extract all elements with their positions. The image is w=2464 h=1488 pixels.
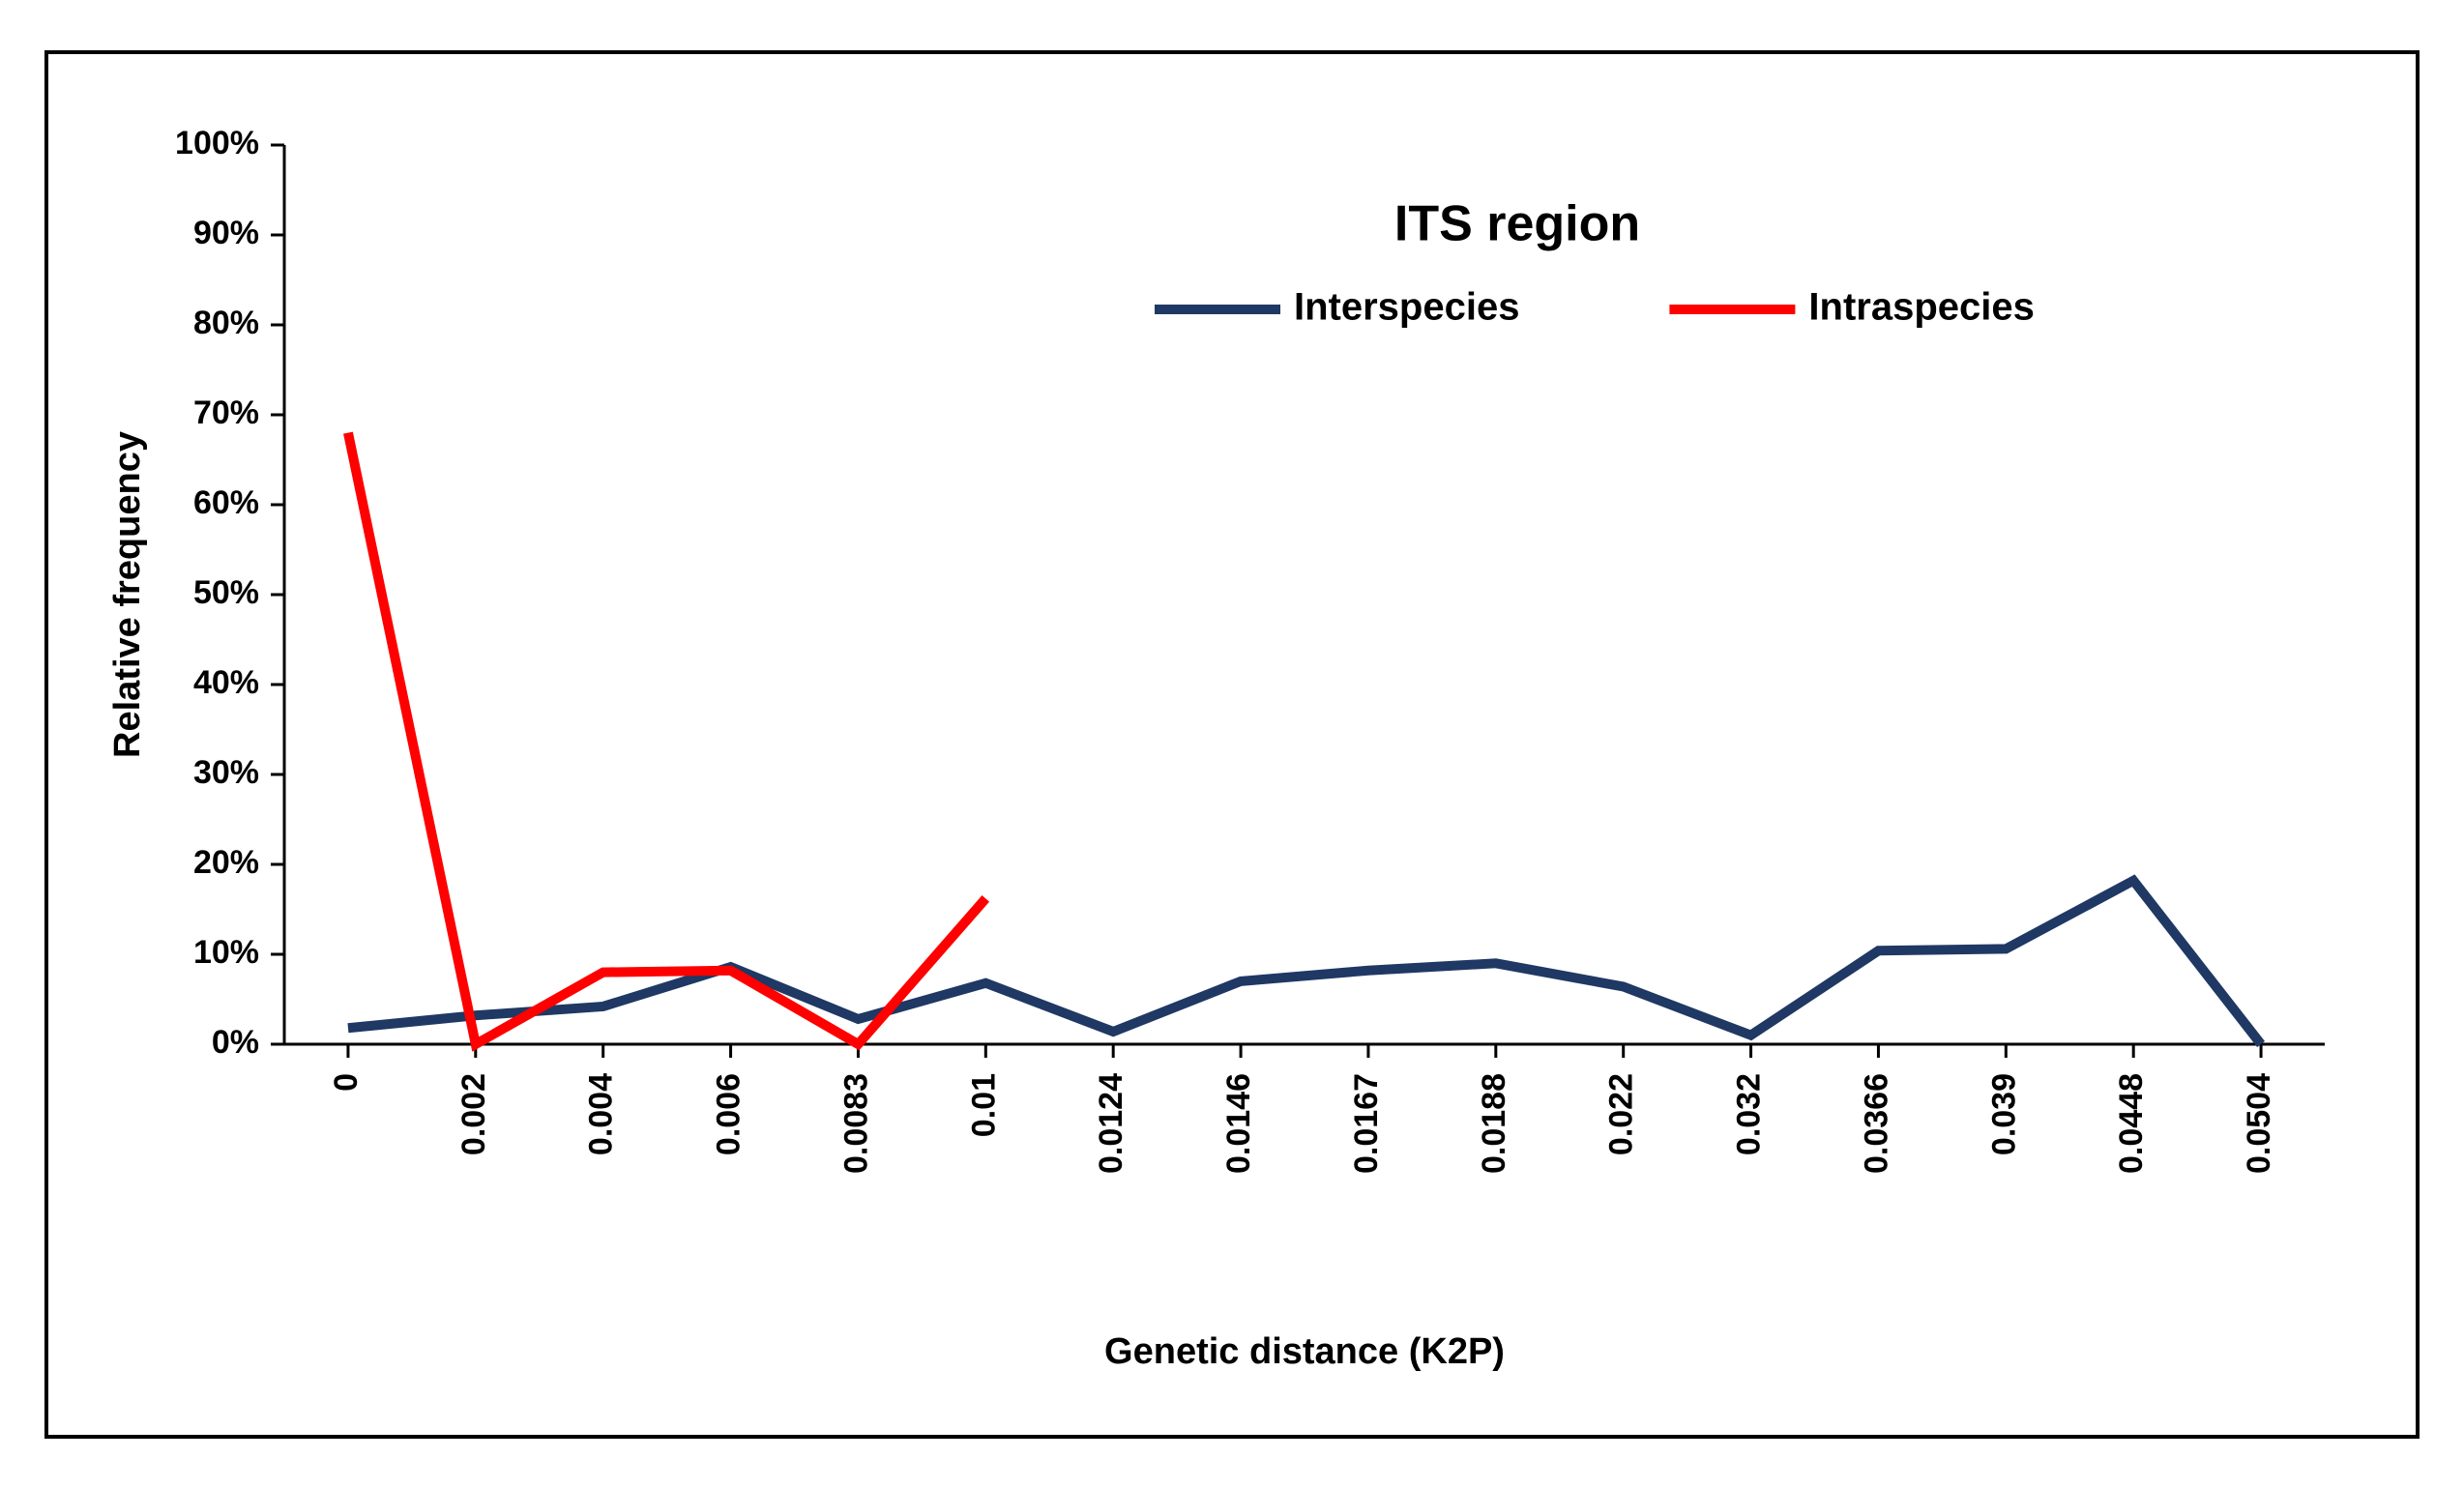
x-tick-label: 0.006 bbox=[711, 1073, 748, 1155]
chart-container: 0% 10% 20% 30% 40% 50% 60% 70% 80% 90% 100% 0 0.002 0… bbox=[72, 77, 2392, 1412]
chart-svg: 0% 10% 20% 30% 40% 50% 60% 70% 80% 90% 100% 0 0.002 0… bbox=[72, 77, 2392, 1412]
x-tick-label: 0.0146 bbox=[1220, 1073, 1257, 1174]
x-tick-label: 0.022 bbox=[1603, 1073, 1640, 1155]
y-tick-label: 70% bbox=[193, 394, 259, 430]
x-tick-label: 0 bbox=[328, 1073, 365, 1092]
chart-title: ITS region bbox=[1394, 195, 1640, 251]
y-tick-label: 0% bbox=[212, 1023, 259, 1060]
y-tick-label: 50% bbox=[193, 573, 259, 610]
chart-bg bbox=[72, 77, 2392, 1412]
y-tick-label: 100% bbox=[175, 124, 259, 160]
y-tick-label: 10% bbox=[193, 933, 259, 970]
x-tick-label: 0.01 bbox=[965, 1073, 1002, 1137]
y-tick-label: 60% bbox=[193, 483, 259, 520]
chart-outer-frame: 0% 10% 20% 30% 40% 50% 60% 70% 80% 90% 100% 0 0.002 0… bbox=[44, 50, 2420, 1439]
x-axis-label: Genetic distance (K2P) bbox=[1104, 1331, 1505, 1372]
x-tick-label: 0.0448 bbox=[2113, 1073, 2150, 1174]
y-axis-label: Relative frequency bbox=[107, 431, 148, 758]
y-tick-label: 40% bbox=[193, 663, 259, 700]
y-tick-label: 90% bbox=[193, 214, 259, 250]
y-tick-label: 20% bbox=[193, 843, 259, 880]
x-tick-label: 0.004 bbox=[583, 1072, 620, 1154]
x-tick-label: 0.0504 bbox=[2241, 1072, 2277, 1173]
x-tick-label: 0.032 bbox=[1731, 1073, 1768, 1155]
legend-label-interspecies: Interspecies bbox=[1294, 285, 1519, 328]
legend-label-intraspecies: Intraspecies bbox=[1808, 285, 2034, 328]
x-tick-label: 0.039 bbox=[1985, 1073, 2022, 1155]
x-tick-label: 0.002 bbox=[455, 1073, 492, 1155]
x-tick-label: 0.0188 bbox=[1476, 1073, 1512, 1174]
x-tick-label: 0.0167 bbox=[1348, 1073, 1385, 1174]
x-tick-label: 0.0124 bbox=[1093, 1072, 1129, 1173]
x-tick-label: 0.0366 bbox=[1858, 1073, 1894, 1174]
x-tick-label: 0.0083 bbox=[837, 1073, 874, 1174]
y-tick-label: 80% bbox=[193, 304, 259, 340]
y-tick-label: 30% bbox=[193, 753, 259, 790]
